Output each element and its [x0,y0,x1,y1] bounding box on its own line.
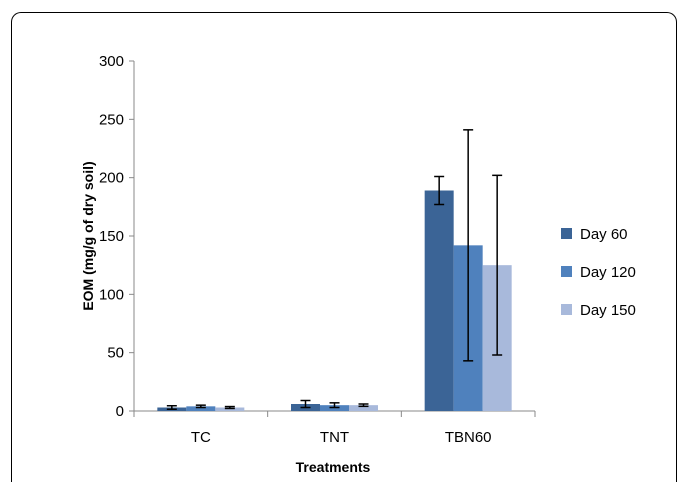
y-tick-label: 100 [99,286,124,303]
legend-label: Day 150 [580,302,636,319]
y-tick-label: 50 [107,345,124,362]
x-axis-title: Treatments [296,459,371,475]
bar-day-60-tbn60 [424,190,454,411]
y-tick-label: 0 [116,403,124,420]
legend-label: Day 60 [580,226,628,243]
y-axis-title: EOM (mg/g of dry soil) [80,161,96,310]
y-tick-label: 300 [99,53,124,70]
y-tick-label: 150 [99,228,124,245]
error-bars [166,129,503,410]
legend-label: Day 120 [580,264,636,281]
legend-swatch [561,266,572,277]
x-tick-label: TBN60 [445,429,492,446]
x-tick-label: TC [191,429,211,446]
bar-day-150-tnt [349,405,378,411]
bars [157,190,512,411]
bar-day-150-tc [215,407,245,411]
x-tick-label: TNT [320,429,349,446]
y-axis: 0 50 100 150 200 250 300 [99,53,135,420]
legend-swatch [561,228,572,239]
x-axis: TC TNT TBN60 [133,410,536,446]
legend-swatch [561,304,572,315]
y-tick-label: 200 [99,170,124,187]
bar-day-120-tc [186,406,216,411]
legend: Day 60 Day 120 Day 150 [561,226,636,319]
chart-frame [11,12,677,482]
y-tick-label: 250 [99,111,124,128]
